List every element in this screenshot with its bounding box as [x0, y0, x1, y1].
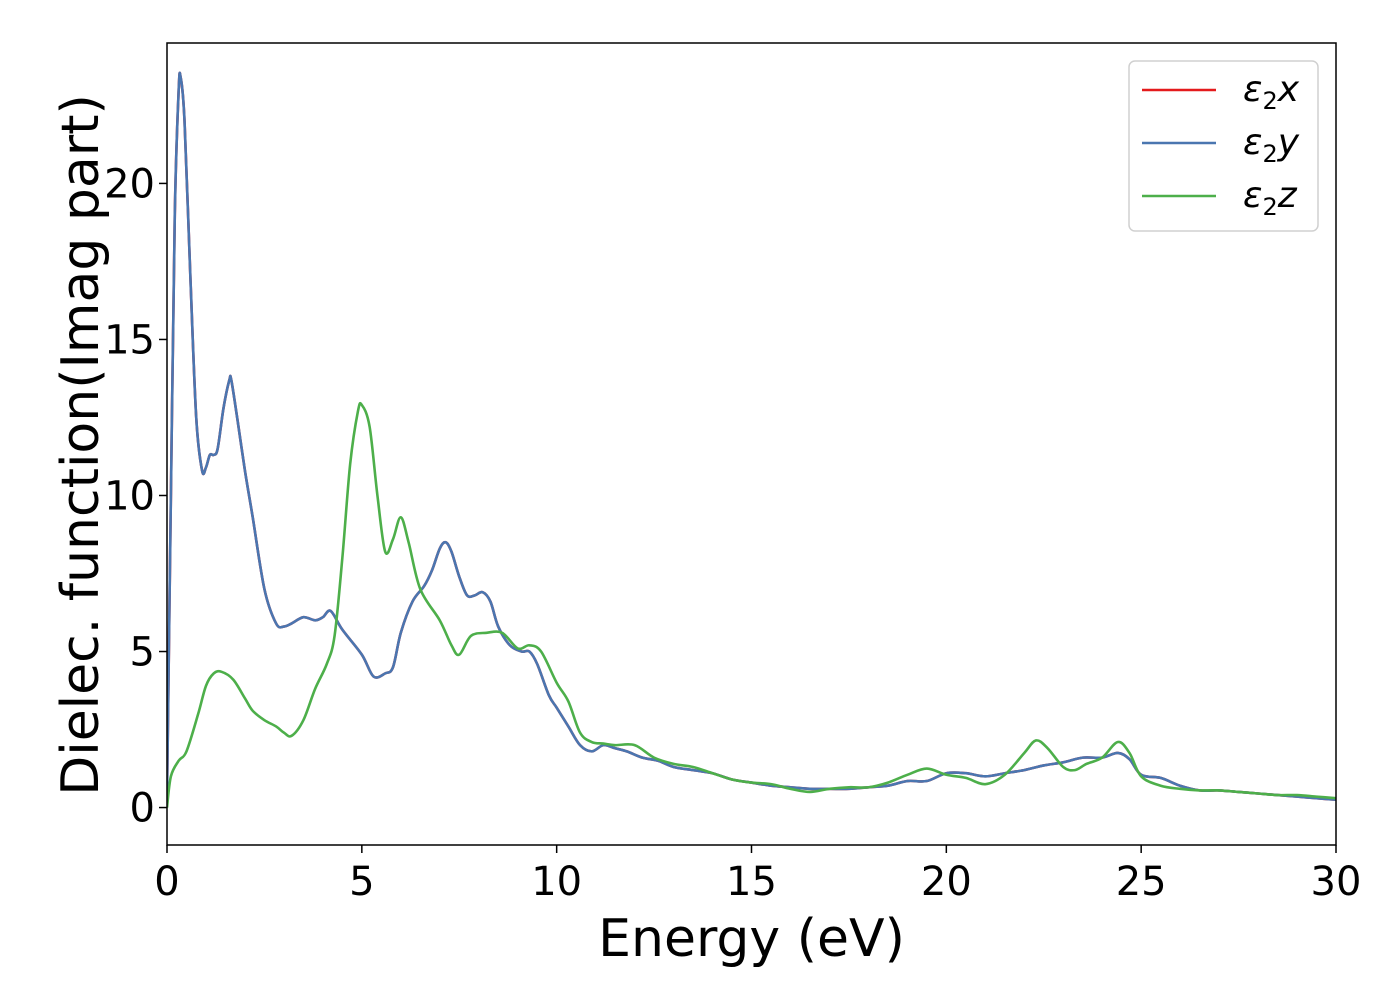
x-axis-label: Energy (eV) — [598, 909, 905, 969]
legend-label: ε2x — [1243, 69, 1300, 115]
legend-item-x: ε2x — [1142, 69, 1300, 115]
legend-item-z: ε2z — [1142, 175, 1298, 221]
series-line-z — [167, 401, 1336, 808]
y-tick-label: 15 — [104, 317, 155, 363]
series-line-y — [167, 71, 1336, 802]
y-axis-label: Dielec. function(Imag part) — [51, 94, 111, 796]
x-tick-label: 5 — [349, 859, 374, 905]
legend-label: ε2z — [1243, 175, 1298, 221]
x-tick-label: 25 — [1116, 859, 1167, 905]
x-tick-label: 30 — [1311, 859, 1362, 905]
ticks-layer: 0 5 10 15 20 25 30 0 5 10 15 20 — [104, 161, 1361, 905]
series-layer — [167, 71, 1336, 808]
y-tick-label: 5 — [130, 630, 155, 676]
y-tick-label: 0 — [130, 786, 155, 832]
x-tick-label: 20 — [921, 859, 972, 905]
x-tick-label: 0 — [154, 859, 179, 905]
legend-label: ε2y — [1243, 122, 1300, 168]
legend: ε2x ε2y ε2z — [1128, 60, 1319, 232]
legend-item-y: ε2y — [1142, 122, 1300, 168]
legend-box — [1128, 60, 1319, 232]
x-tick-label: 15 — [726, 859, 777, 905]
y-tick-label: 10 — [104, 473, 155, 519]
y-tick-label: 20 — [104, 161, 155, 207]
x-tick-label: 10 — [531, 859, 582, 905]
